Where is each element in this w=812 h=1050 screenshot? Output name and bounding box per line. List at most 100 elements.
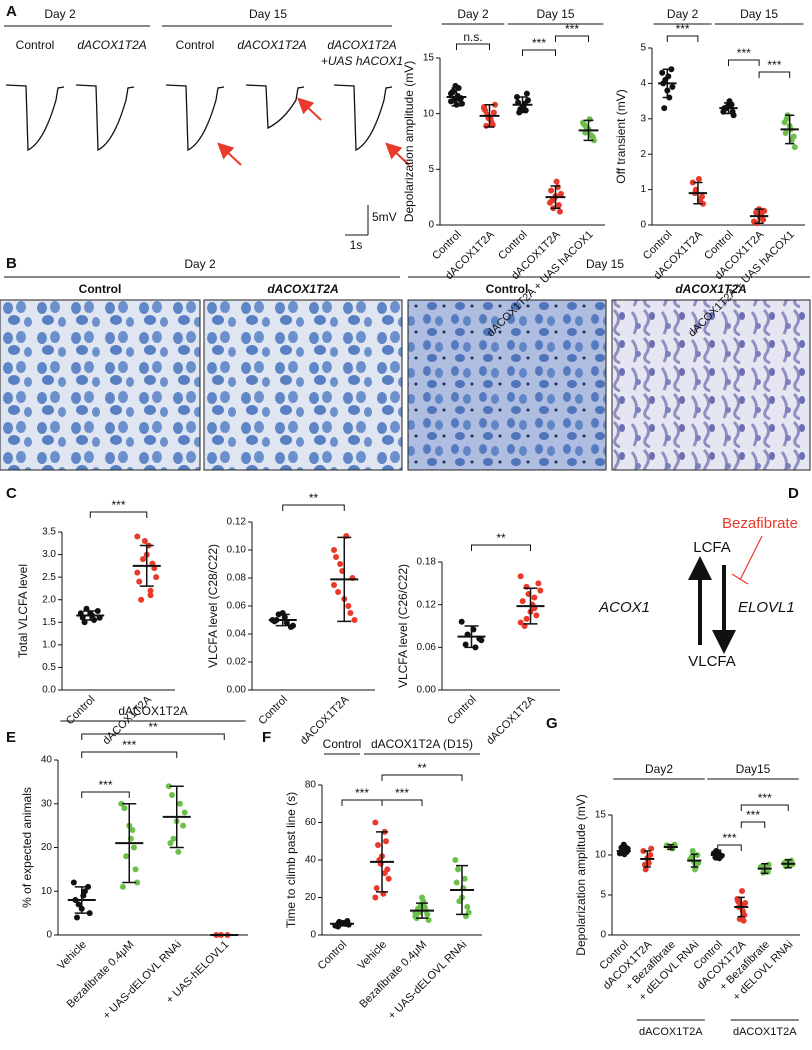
y-tick-label: 5 — [428, 164, 434, 175]
point — [351, 617, 358, 623]
point — [452, 857, 459, 863]
sd-bar — [456, 864, 468, 916]
panel-letter: B — [6, 255, 17, 272]
label: Day 2 — [184, 257, 216, 271]
bracket — [81, 751, 178, 758]
label: ACOX1 — [598, 599, 650, 616]
significance: *** — [98, 778, 112, 792]
y-tick-label: 3 — [640, 113, 646, 124]
sd-bar — [737, 896, 745, 918]
point — [558, 190, 564, 197]
point — [139, 556, 146, 563]
panel-letter: F — [262, 729, 271, 746]
y-tick-label: 0.12 — [417, 599, 437, 610]
sd-bar — [643, 850, 651, 868]
y-tick-label: 20 — [305, 892, 317, 903]
inhibit — [731, 573, 749, 585]
y-tick-label: 2.5 — [42, 572, 56, 583]
point — [689, 179, 696, 186]
y-tick-label: 1 — [640, 184, 646, 195]
label: 5mV — [372, 210, 397, 224]
point — [176, 800, 183, 807]
panel-letter: G — [546, 715, 558, 732]
point — [165, 783, 172, 790]
point — [134, 569, 141, 576]
y-tick-label: 60 — [305, 817, 317, 828]
point — [461, 875, 468, 882]
point — [123, 853, 130, 860]
bracket — [341, 799, 383, 806]
label: Control — [176, 38, 215, 52]
label: dACOX1T2A — [327, 38, 396, 52]
point — [372, 894, 379, 901]
point — [70, 879, 77, 886]
point — [419, 894, 425, 901]
point — [641, 861, 648, 868]
y-axis-label: Total VLCFA level — [16, 564, 30, 658]
sd-bar — [451, 87, 462, 107]
group-header: Day 15 — [536, 7, 574, 21]
y-tick-label: 0.12 — [227, 517, 247, 528]
point — [383, 838, 389, 845]
significance: *** — [767, 58, 781, 72]
bracket — [666, 35, 699, 42]
bracket — [381, 799, 423, 806]
sd-bar — [583, 119, 594, 142]
y-tick-label: 15 — [595, 810, 607, 821]
x-tick-label: Control — [256, 694, 290, 728]
point — [372, 819, 379, 826]
point — [462, 641, 469, 648]
y-tick-label: 0.10 — [227, 545, 247, 556]
bracket — [758, 71, 791, 78]
point — [458, 618, 465, 625]
point — [517, 573, 524, 580]
sd-bar — [754, 208, 764, 224]
y-axis-label: Depolarization amplitude (mV) — [574, 794, 588, 955]
point — [523, 90, 530, 97]
point — [553, 178, 560, 185]
bracket — [728, 59, 760, 66]
point — [136, 578, 143, 585]
bracket — [456, 43, 490, 50]
x-tick-label: dACOX1T2A — [484, 693, 538, 747]
sd-bar — [690, 853, 698, 868]
label: dACOX1T2A — [237, 38, 306, 52]
panel-letter: A — [6, 3, 17, 20]
point — [556, 208, 563, 215]
point — [490, 109, 497, 116]
point — [535, 580, 542, 587]
y-tick-label: 0 — [310, 930, 316, 941]
point — [180, 822, 187, 829]
trace — [245, 84, 305, 130]
sd-bar — [83, 610, 98, 621]
point — [170, 835, 177, 842]
significance: *** — [676, 22, 690, 36]
point — [669, 83, 676, 90]
group-footer: dACOX1T2A — [639, 1026, 703, 1038]
x-tick-label: + UAS-dELOVL RNAi — [101, 939, 184, 1022]
point — [698, 193, 705, 200]
label: Control — [79, 282, 122, 296]
bracket — [81, 791, 130, 798]
sd-bar — [550, 185, 561, 210]
micrograph — [0, 299, 201, 471]
point — [131, 844, 137, 851]
point — [735, 898, 742, 905]
trace — [5, 84, 65, 152]
point — [548, 187, 555, 194]
point — [588, 132, 595, 139]
point — [121, 805, 128, 812]
y-tick-label: 3.0 — [42, 549, 56, 560]
point — [790, 133, 797, 140]
y-tick-label: 2.0 — [42, 594, 56, 605]
point — [700, 200, 706, 207]
y-axis-label: VLCFA level (C26/C22) — [396, 564, 410, 688]
y-tick-label: 0.08 — [227, 573, 247, 584]
point — [783, 115, 790, 122]
point — [782, 129, 789, 136]
group-header: Day15 — [736, 762, 771, 776]
point — [169, 792, 175, 798]
point — [147, 587, 154, 594]
point — [514, 93, 520, 100]
y-tick-label: 1.0 — [42, 639, 56, 650]
